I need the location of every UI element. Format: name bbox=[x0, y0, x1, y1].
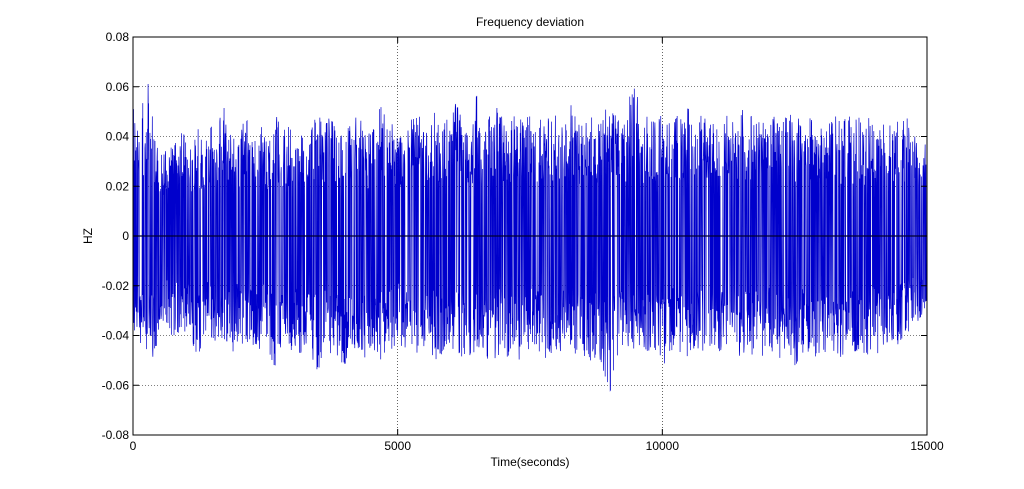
chart-title: Frequency deviation bbox=[476, 15, 584, 29]
x-tick-label: 15000 bbox=[910, 439, 944, 453]
y-tick-label: 0.08 bbox=[106, 30, 130, 44]
y-tick-label: 0.02 bbox=[106, 179, 130, 193]
x-tick-label: 5000 bbox=[384, 439, 411, 453]
y-tick-label: 0.04 bbox=[106, 130, 130, 144]
y-tick-label: -0.02 bbox=[102, 279, 130, 293]
x-axis-label: Time(seconds) bbox=[491, 455, 570, 469]
series-line bbox=[132, 84, 928, 392]
series-frequency-deviation bbox=[132, 84, 928, 392]
y-tick-label: 0 bbox=[122, 229, 129, 243]
y-tick-labels: 0.08 0.06 0.04 0.02 0 -0.02 -0.04 -0.06 -0.08 bbox=[102, 30, 130, 442]
axis-ticks bbox=[132, 36, 928, 436]
y-tick-label: -0.08 bbox=[102, 428, 130, 442]
y-tick-label: 0.06 bbox=[106, 80, 130, 94]
x-tick-labels: 0 5000 10000 15000 bbox=[130, 439, 944, 453]
y-tick-label: -0.04 bbox=[102, 329, 130, 343]
y-tick-label: -0.06 bbox=[102, 378, 130, 392]
y-axis-label: HZ bbox=[81, 228, 95, 244]
x-tick-label: 0 bbox=[130, 439, 137, 453]
x-tick-label: 10000 bbox=[646, 439, 680, 453]
